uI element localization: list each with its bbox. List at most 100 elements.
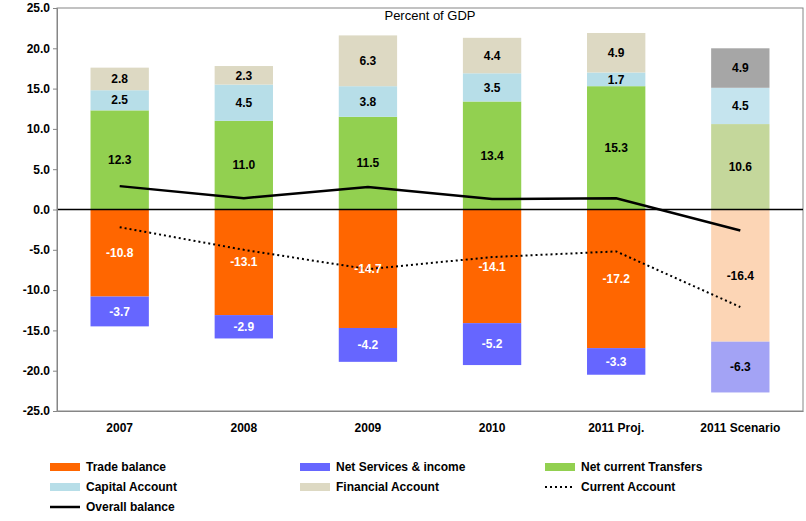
y-tick: -25.0 — [23, 404, 57, 418]
legend-item: Net Services & income — [300, 460, 466, 474]
y-tick-label: -10.0 — [23, 283, 51, 297]
bar — [91, 90, 149, 110]
data-label: 3.5 — [484, 81, 501, 95]
data-label: -14.7 — [354, 262, 382, 276]
y-tick: 25.0 — [27, 1, 57, 15]
bar — [339, 86, 397, 117]
y-tick-mark — [53, 411, 57, 412]
data-label: -3.3 — [606, 355, 627, 369]
x-tick: 2008 — [230, 411, 257, 435]
data-label: -10.8 — [106, 246, 134, 260]
bar — [711, 342, 769, 393]
bar — [91, 68, 149, 91]
legend-swatch — [300, 483, 330, 491]
y-tick-label: -5.0 — [29, 243, 50, 257]
x-tick-label: 2011 Scenario — [700, 421, 780, 435]
plot-frame — [57, 8, 803, 411]
bar — [91, 210, 149, 297]
y-tick: -10.0 — [23, 283, 57, 297]
y-axis-line — [53, 9, 58, 412]
y-tick-label: -15.0 — [23, 324, 51, 338]
x-tick: 2011 Scenario — [700, 411, 780, 435]
marks — [91, 33, 770, 392]
chart: -25.0 -20.0 -15.0 -10.0 -5.0 0.0 5.0 10.0 15.0 20… — [0, 0, 806, 521]
legend-item: Capital Account — [50, 480, 177, 494]
legend-label: Overall balance — [86, 500, 175, 514]
legend-swatch — [545, 463, 575, 471]
y-tick: 20.0 — [27, 42, 57, 56]
y-tick-mark — [53, 330, 57, 331]
y-tick-mark — [53, 250, 57, 251]
y-tick-mark — [53, 210, 57, 211]
title: Percent of GDP — [384, 8, 475, 23]
plot: -25.0 -20.0 -15.0 -10.0 -5.0 0.0 5.0 10.0 15.0 20… — [23, 1, 804, 434]
y-axis: -25.0 -20.0 -15.0 -10.0 -5.0 0.0 5.0 10.0 15.0 20… — [23, 1, 58, 418]
bar — [587, 33, 645, 72]
y-tick: 10.0 — [27, 122, 57, 136]
y-tick: 15.0 — [27, 82, 57, 96]
y-tick-mark — [53, 371, 57, 372]
y-tick-label: 5.0 — [33, 163, 50, 177]
legend-item: Trade balance — [50, 460, 166, 474]
data-label: -6.3 — [730, 360, 751, 374]
data-label: 6.3 — [360, 54, 377, 68]
bar — [215, 315, 273, 338]
data-label: 4.5 — [235, 96, 252, 110]
x-tick: 2011 Proj. — [588, 411, 644, 435]
legend-label: Financial Account — [336, 480, 439, 494]
y-tick-mark — [53, 8, 57, 9]
x-tick: 2009 — [355, 411, 382, 435]
y-tick-label: 10.0 — [27, 122, 51, 136]
y-tick-label: 0.0 — [33, 203, 50, 217]
data-label: -14.1 — [478, 260, 506, 274]
x-tick-label: 2008 — [230, 421, 257, 435]
legend-swatch — [50, 463, 80, 471]
legend-item: Overall balance — [50, 500, 175, 514]
bar — [91, 110, 149, 209]
y-tick-label: 15.0 — [27, 82, 51, 96]
data-label: -5.2 — [482, 337, 503, 351]
x-tick: 2010 — [479, 411, 506, 435]
bar — [587, 210, 645, 349]
legend-label: Net Services & income — [336, 460, 466, 474]
data-label: 1.7 — [608, 73, 625, 87]
data-label: 3.8 — [360, 95, 377, 109]
x-tick: 2007 — [106, 411, 133, 435]
y-tick-mark — [53, 290, 57, 291]
data-label: -16.4 — [727, 269, 755, 283]
data-label: -4.2 — [358, 338, 379, 352]
legend-item: Current Account — [545, 480, 675, 494]
y-tick: 5.0 — [33, 163, 57, 177]
y-tick-label: 25.0 — [27, 1, 51, 15]
data-label: -13.1 — [230, 255, 258, 269]
legend-label: Current Account — [581, 480, 675, 494]
y-tick-label: -25.0 — [23, 404, 51, 418]
x-axis: 2007 2008 2009 2010 2011 Proj. 2011 Scenario — [58, 411, 804, 435]
zero-line — [57, 209, 803, 211]
legend: Trade balance Net Services & income Net cu… — [50, 460, 703, 514]
y-tick-mark — [53, 169, 57, 170]
legend-label: Capital Account — [86, 480, 177, 494]
line — [120, 227, 741, 307]
legend-label: Net current Transfers — [581, 460, 703, 474]
data-label: 2.5 — [111, 93, 128, 107]
bar — [711, 88, 769, 124]
data-label: 2.3 — [235, 69, 252, 83]
x-tick-label: 2009 — [355, 421, 382, 435]
bar — [215, 210, 273, 316]
y-tick-label: -20.0 — [23, 364, 51, 378]
y-tick: 0.0 — [33, 203, 57, 217]
data-label: 11.5 — [357, 156, 380, 170]
data-label: 4.9 — [732, 61, 749, 75]
bar — [339, 35, 397, 86]
y-tick-mark — [53, 129, 57, 130]
bar — [339, 210, 397, 328]
bar — [711, 124, 769, 209]
line — [120, 186, 741, 230]
data-label: 4.5 — [732, 99, 749, 113]
legend-swatch — [300, 463, 330, 471]
data-label: 11.0 — [232, 158, 255, 172]
data-label: 15.3 — [605, 141, 629, 155]
data-label: -3.7 — [109, 305, 130, 319]
bar — [91, 297, 149, 327]
